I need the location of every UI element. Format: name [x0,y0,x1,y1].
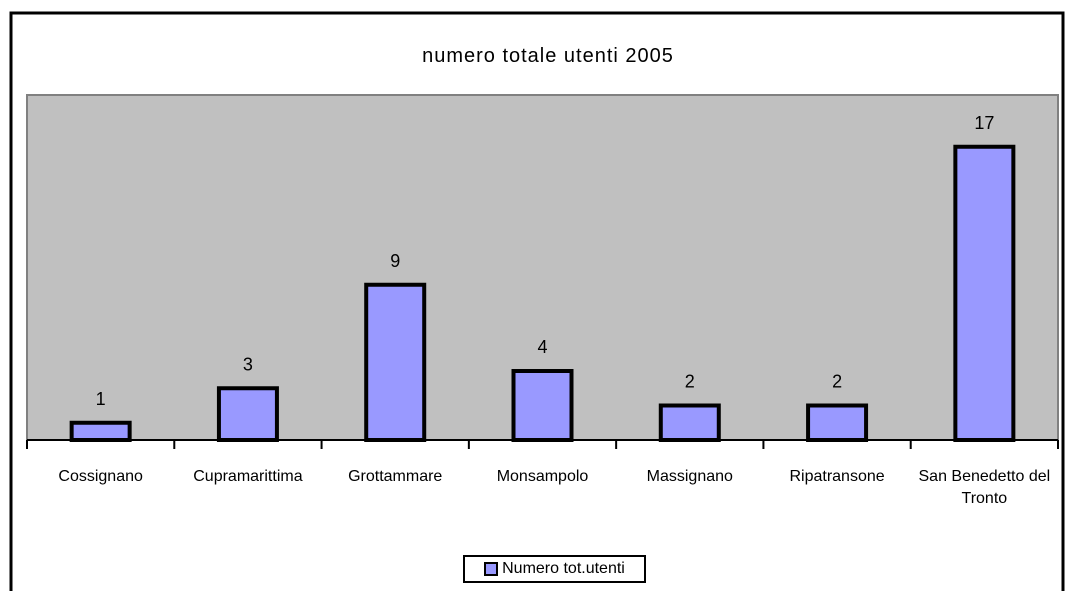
legend: Numero tot.utenti [463,555,646,583]
chart-title: numero totale utenti 2005 [422,45,674,67]
bar [953,144,1016,442]
bar [806,403,869,442]
data-label: 3 [243,354,253,374]
data-label: 4 [537,337,547,357]
legend-label: Numero tot.utenti [502,560,625,577]
x-tick-label: Massignano [646,468,733,485]
x-tick-label: Monsampolo [496,468,589,485]
x-tick-label: San Benedetto del Tronto [918,468,1051,507]
data-label: 1 [96,389,106,409]
bar [216,386,279,442]
x-tick-label: Cossignano [58,468,143,485]
bar [658,403,721,442]
data-label: 17 [974,113,994,133]
legend-swatch [484,562,499,576]
bar [69,420,132,442]
x-tick-label: Grottammare [348,468,443,485]
x-tick-label: Ripatransone [789,468,885,485]
bar [511,369,574,442]
bar [364,282,427,442]
data-label: 2 [832,372,842,392]
data-label: 9 [390,251,400,271]
x-tick-label: Cupramarittima [193,468,303,485]
data-label: 2 [685,372,695,392]
